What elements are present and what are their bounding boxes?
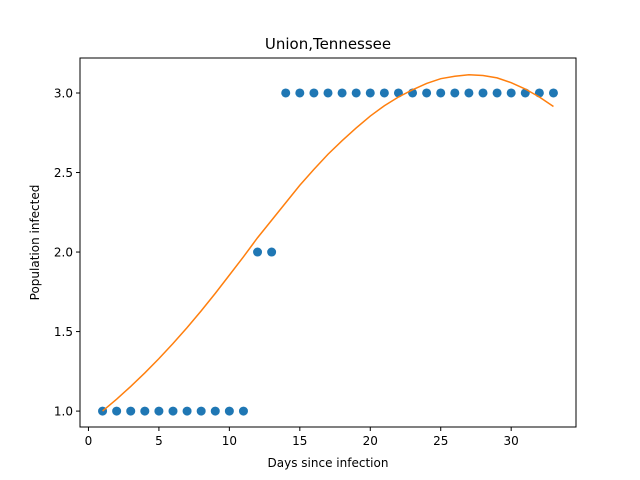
- data-point: [337, 88, 347, 98]
- x-tick-label: 0: [85, 434, 93, 448]
- data-point: [154, 406, 164, 416]
- data-point: [295, 88, 305, 98]
- y-tick-label: 2.0: [54, 246, 73, 260]
- data-point: [351, 88, 361, 98]
- data-point: [450, 88, 460, 98]
- chart-title: Union,Tennessee: [265, 35, 391, 53]
- data-point: [506, 88, 516, 98]
- data-point: [379, 88, 389, 98]
- data-point: [267, 247, 277, 257]
- x-tick-label: 5: [155, 434, 163, 448]
- plot-marks: [98, 73, 558, 416]
- data-point: [492, 88, 502, 98]
- x-axis-label: Days since infection: [268, 456, 389, 470]
- data-point: [126, 406, 136, 416]
- data-point: [365, 88, 375, 98]
- data-point: [422, 88, 432, 98]
- fit-curve-line: [102, 73, 554, 412]
- y-axis-ticks: 1.0 1.5 2.0 2.5 3.0: [54, 86, 80, 419]
- data-point: [323, 88, 333, 98]
- x-axis-ticks: 0 5 10 15 20 25 30: [85, 427, 519, 448]
- y-tick-label: 1.5: [54, 325, 73, 339]
- y-tick-label: 3.0: [54, 86, 73, 100]
- data-point: [478, 88, 488, 98]
- data-point: [140, 406, 150, 416]
- data-point: [548, 88, 558, 98]
- x-tick-label: 10: [222, 434, 237, 448]
- data-point: [309, 88, 319, 98]
- x-tick-label: 20: [363, 434, 378, 448]
- plot-frame: [79, 57, 577, 428]
- data-point: [210, 406, 220, 416]
- data-point: [436, 88, 446, 98]
- data-point: [238, 406, 248, 416]
- x-tick-label: 30: [504, 434, 519, 448]
- y-tick-label: 2.5: [54, 166, 73, 180]
- data-point: [253, 247, 263, 257]
- y-axis-label: Population infected: [28, 185, 42, 301]
- data-point: [182, 406, 192, 416]
- data-point: [224, 406, 234, 416]
- x-tick-label: 25: [433, 434, 448, 448]
- data-point: [464, 88, 474, 98]
- data-point: [112, 406, 122, 416]
- y-tick-label: 1.0: [54, 405, 73, 419]
- data-point: [281, 88, 291, 98]
- data-point: [168, 406, 178, 416]
- x-tick-label: 15: [292, 434, 307, 448]
- data-point: [196, 406, 206, 416]
